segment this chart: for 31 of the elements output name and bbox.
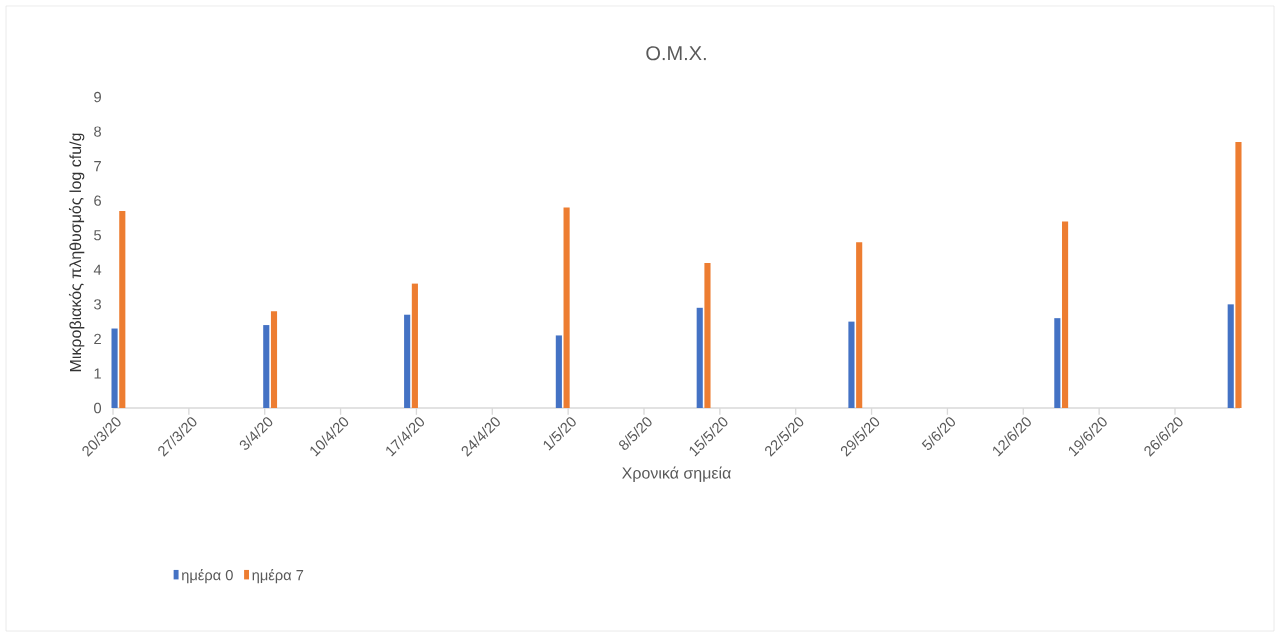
bar [404, 314, 411, 408]
y-axis-title: Μικροβιακός πληθυσμός log cfu/g [68, 133, 85, 372]
y-tick-label: 5 [94, 230, 101, 241]
bar [1235, 141, 1242, 408]
y-tick-label: 2 [94, 333, 101, 345]
bar [263, 325, 270, 408]
bar [411, 283, 418, 408]
bar [270, 311, 278, 408]
y-tick-label: 3 [94, 299, 101, 310]
legend-label: ημέρα 7 [252, 569, 304, 584]
y-tick-label: 0 [94, 402, 102, 414]
bar [696, 307, 703, 408]
bar [704, 262, 711, 408]
y-tick-label: 4 [93, 264, 102, 275]
y-tick-label: 6 [94, 195, 101, 206]
bar [111, 328, 118, 408]
bar [119, 211, 126, 408]
bar [555, 335, 562, 408]
legend-label: ημέρα 0 [181, 569, 233, 584]
bar [1062, 221, 1069, 408]
x-axis-title: Χρονικά σημεία [622, 466, 731, 482]
bar [848, 321, 855, 408]
y-tick-label: 8 [94, 126, 101, 137]
y-tick-label: 1 [94, 368, 101, 379]
bar [1227, 304, 1234, 408]
y-tick-label: 9 [94, 91, 101, 103]
y-tick-label: 7 [94, 161, 101, 172]
bar [856, 242, 863, 408]
chart-title: Ο.Μ.Χ. [646, 46, 706, 61]
bar [563, 207, 570, 408]
bar [1054, 318, 1061, 408]
